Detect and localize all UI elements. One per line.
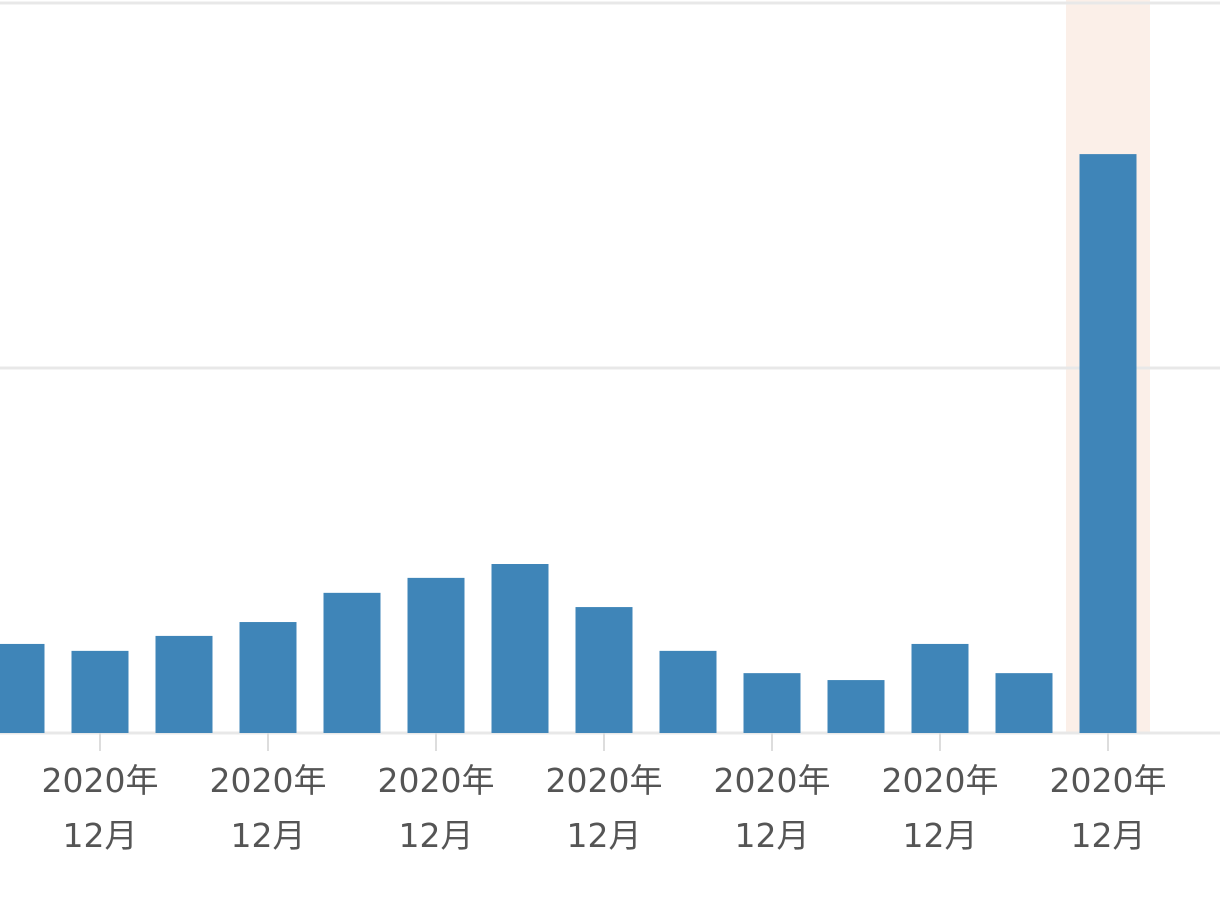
bar [323,592,381,733]
x-tick-label: 2020年 [1050,761,1167,800]
bar [911,643,969,733]
x-tick-label: 12月 [1071,816,1146,855]
x-tick-label: 2020年 [378,761,495,800]
bar [659,650,717,733]
x-tick-label: 12月 [567,816,642,855]
bar [71,650,129,733]
bar [491,564,549,733]
x-tick-label: 2020年 [714,761,831,800]
x-tick-label: 2020年 [546,761,663,800]
bar [1079,154,1137,734]
x-tick-label: 12月 [63,816,138,855]
x-tick-label: 12月 [231,816,306,855]
bar [827,680,885,733]
bar [239,622,297,733]
bar [995,673,1053,733]
x-tick-label: 2020年 [210,761,327,800]
x-tick-label: 2020年 [882,761,999,800]
x-tick-label: 12月 [903,816,978,855]
bar [575,607,633,733]
bar [155,635,213,733]
bar [743,673,801,733]
x-tick-label: 12月 [735,816,810,855]
bar [407,577,465,733]
x-tick-label: 2020年 [42,761,159,800]
bar [0,643,45,733]
x-tick-label: 12月 [399,816,474,855]
